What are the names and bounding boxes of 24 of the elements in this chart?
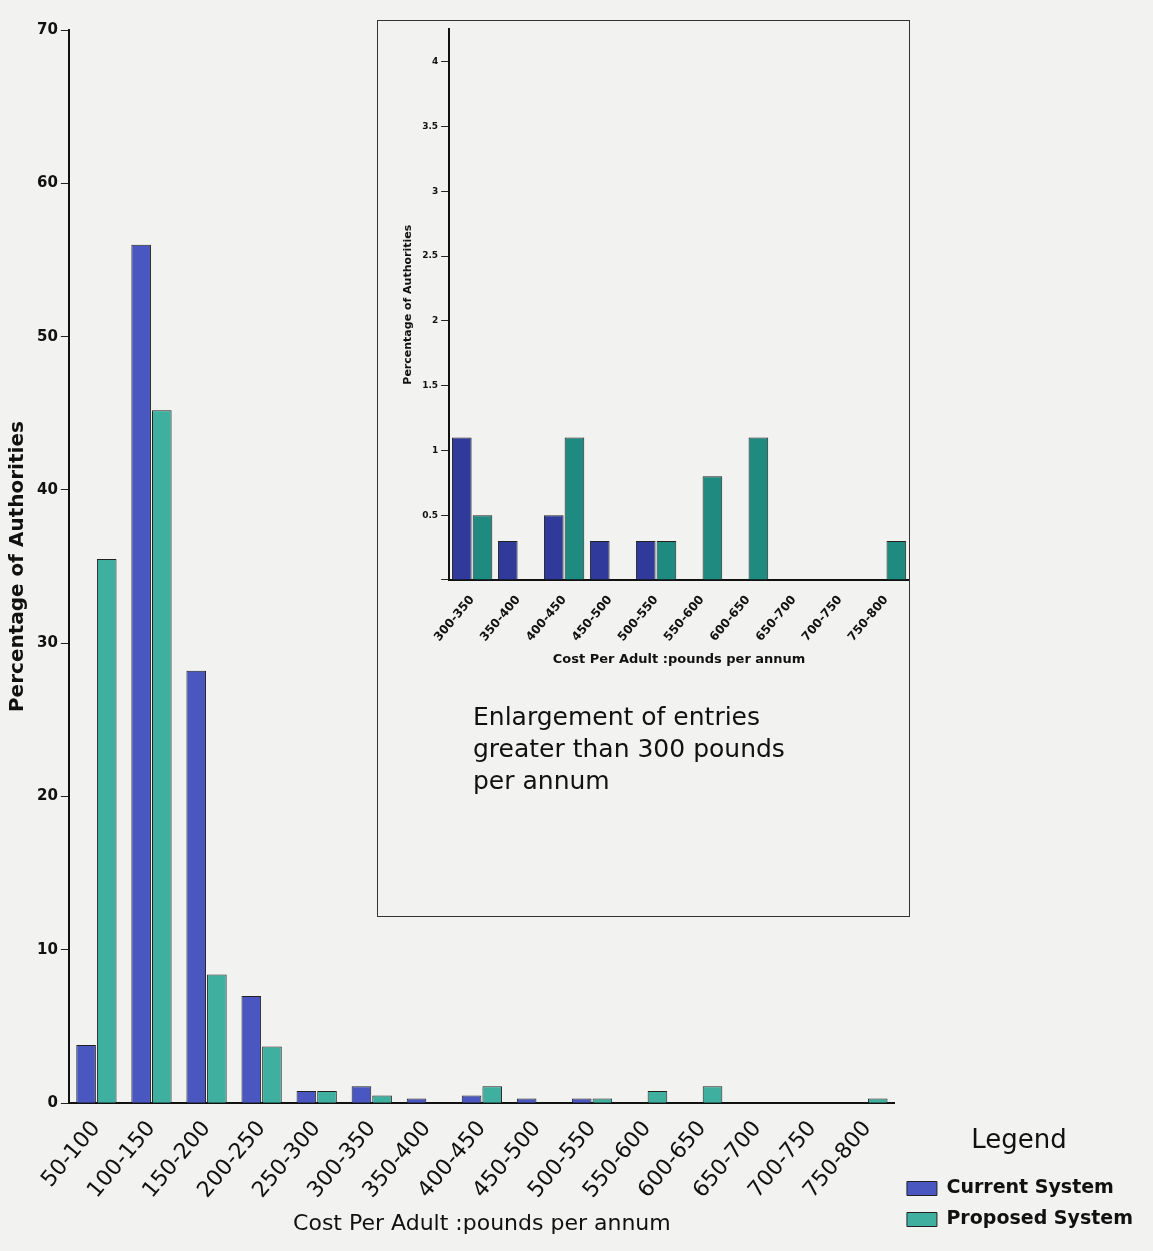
legend-title: Legend [971, 1123, 1067, 1154]
y-tick-label: 2.5 [422, 250, 439, 261]
y-tick-label: 3.5 [422, 120, 439, 131]
y-tick-label: 4 [431, 56, 439, 67]
y-tick-label: 60 [37, 173, 58, 192]
x-axis-title: Cost Per Adult :pounds per annum [552, 650, 806, 666]
x-axis-title: Cost Per Adult :pounds per annum [293, 1209, 671, 1235]
y-tick-label: 10 [37, 939, 58, 958]
legend-label: Proposed System [946, 1206, 1133, 1229]
y-tick-label: 3 [431, 185, 439, 196]
y-axis-title: Percentage of Authorities [4, 421, 29, 713]
annotation: Enlargement of entries greater than 300 pounds per annum [473, 701, 786, 797]
legend-label: Current System [946, 1175, 1114, 1198]
y-axis-title: Percentage of Authorities [401, 224, 415, 385]
y-tick-label: 20 [37, 786, 58, 805]
y-tick-label: 2 [431, 315, 439, 326]
y-tick-label: 30 [37, 633, 58, 652]
y-tick-label: 70 [37, 19, 58, 38]
y-tick-label: 0 [47, 1093, 58, 1112]
y-tick-label: 1 [431, 444, 439, 455]
y-tick-label: 0.5 [422, 509, 439, 520]
y-tick-label: 50 [37, 326, 58, 345]
y-tick-label: 40 [37, 479, 58, 498]
y-tick-label: 1.5 [422, 379, 439, 390]
